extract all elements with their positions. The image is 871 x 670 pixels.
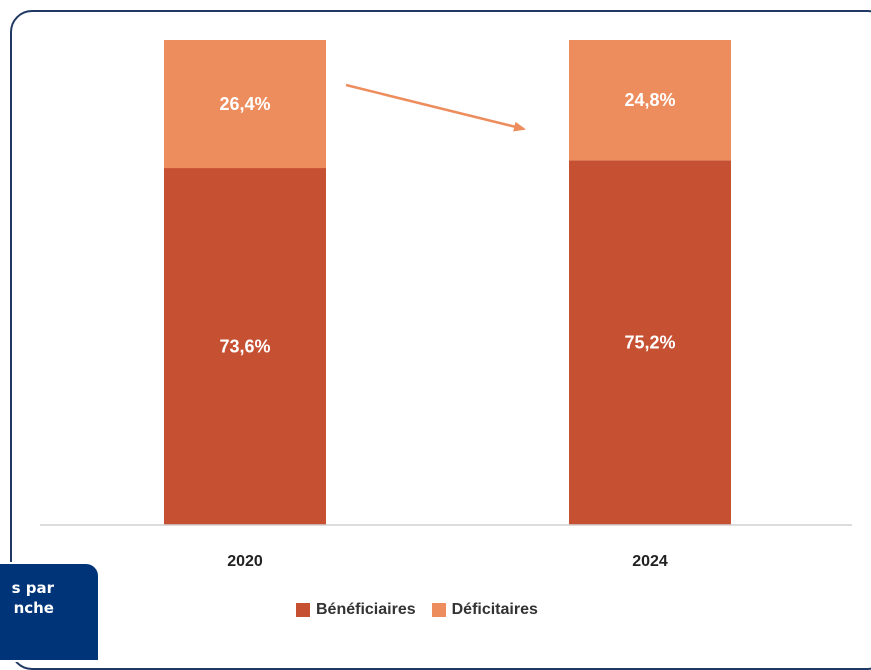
side-tab-line-2: nche	[13, 599, 54, 617]
x-tick-label-2020: 2020	[227, 553, 263, 570]
trend-arrow	[345, 83, 526, 132]
data-label-deficitaires-2020: 26,4%	[219, 94, 270, 114]
data-label-deficitaires-2024: 24,8%	[624, 90, 675, 110]
legend-item-deficitaires: Déficitaires	[431, 601, 538, 619]
legend-item-beneficiaires: Bénéficiaires	[296, 601, 416, 619]
bar-beneficiaires-2024	[569, 160, 731, 525]
legend-swatch-deficitaires	[431, 603, 446, 617]
side-tab-line-1: s par	[11, 579, 54, 597]
legend-swatch-beneficiaires	[296, 603, 310, 617]
legend-label-beneficiaires: Bénéficiaires	[316, 601, 416, 618]
data-label-beneficiaires-2020: 73,6%	[219, 337, 270, 357]
bar-deficitaires-2024	[569, 40, 731, 161]
legend-label-deficitaires: Déficitaires	[451, 601, 538, 618]
x-tick-label-2024: 2024	[632, 553, 668, 570]
data-label-beneficiaires-2024: 75,2%	[624, 333, 675, 353]
stacked-bar-chart: 73,6% 26,4% 75,2% 24,8% 2020 2024	[40, 40, 852, 570]
side-tab[interactable]: s par nche	[0, 562, 100, 662]
bar-deficitaires-2020	[164, 40, 326, 169]
legend: Bénéficiaires Déficitaires	[296, 601, 554, 619]
bar-beneficiaires-2020	[164, 168, 326, 526]
